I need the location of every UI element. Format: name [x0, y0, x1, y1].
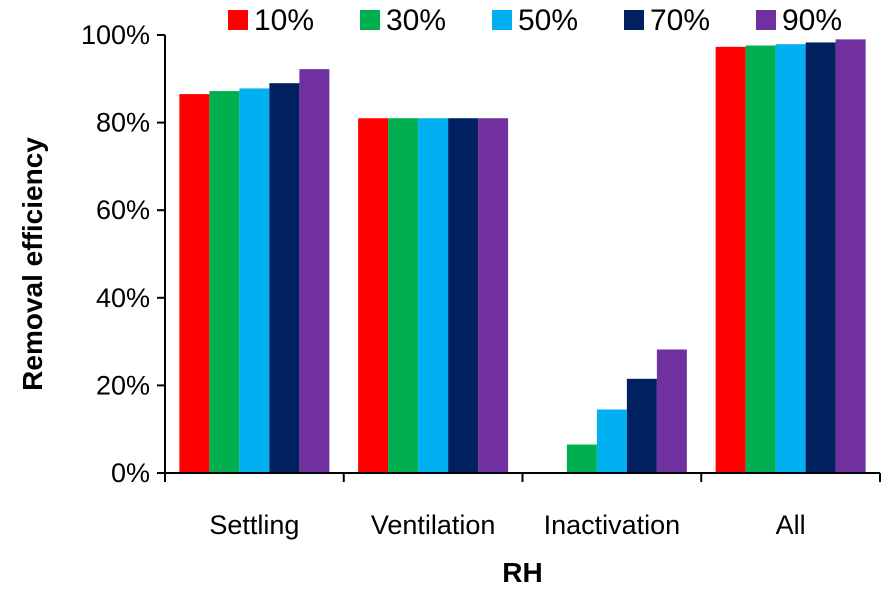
legend-swatch: [360, 10, 380, 30]
bar-settling-50pct: [239, 88, 270, 473]
bar-all-30pct: [745, 45, 776, 474]
legend-label: 90%: [782, 4, 842, 37]
y-tick-label: 80%: [96, 108, 150, 138]
bar-all-10pct: [715, 46, 746, 474]
legend-label: 70%: [650, 4, 710, 37]
bar-all-70pct: [805, 42, 836, 474]
bar-ventilation-10pct: [358, 118, 389, 473]
bar-settling-90pct: [299, 69, 330, 473]
x-tick-label: Settling: [209, 510, 299, 540]
bar-ventilation-30pct: [388, 118, 419, 473]
x-axis-title: RH: [502, 557, 542, 588]
bar-ventilation-50pct: [418, 118, 449, 473]
bar-settling-10pct: [179, 94, 210, 473]
x-tick-label: All: [776, 510, 806, 540]
x-tick-label: Ventilation: [371, 510, 496, 540]
legend-swatch: [756, 10, 776, 30]
legend-label: 50%: [518, 4, 578, 37]
axes: [157, 34, 881, 482]
bar-settling-30pct: [209, 91, 240, 474]
bar-all-50pct: [775, 44, 806, 473]
bar-all-90pct: [835, 39, 866, 473]
legend: 10% 30% 50% 70% 90%: [228, 4, 842, 37]
y-axis-title: Removal efficiency: [17, 137, 48, 391]
y-tick-label: 60%: [96, 195, 150, 225]
bar-inactivation-90pct: [656, 349, 687, 473]
legend-swatch: [624, 10, 644, 30]
y-tick-label: 100%: [81, 20, 150, 50]
bar-inactivation-70pct: [626, 378, 657, 473]
bar-inactivation-30pct: [566, 444, 597, 473]
legend-label: 30%: [386, 4, 446, 37]
bar-ventilation-90pct: [478, 118, 509, 473]
bar-ventilation-70pct: [448, 118, 479, 473]
labels: 0% 20% 40% 60% 80% 100% Settling Ventilation Ina…: [17, 20, 806, 588]
y-tick-label: 40%: [96, 283, 150, 313]
x-tick-label: Inactivation: [544, 510, 681, 540]
y-tick-label: 0%: [111, 458, 150, 488]
legend-swatch: [228, 10, 248, 30]
bar-inactivation-50pct: [596, 409, 627, 473]
y-tick-label: 20%: [96, 370, 150, 400]
legend-swatch: [492, 10, 512, 30]
bars: [179, 39, 866, 474]
bar-settling-70pct: [269, 83, 300, 474]
legend-label: 10%: [254, 4, 314, 37]
